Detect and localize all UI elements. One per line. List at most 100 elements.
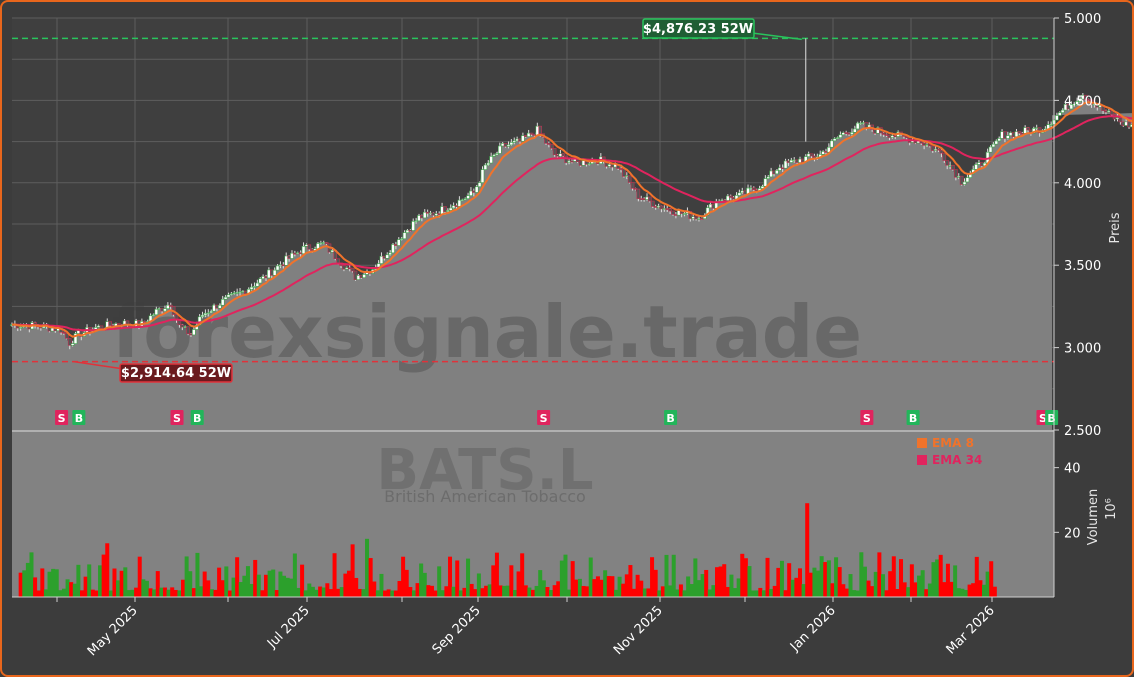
candle [434, 213, 439, 216]
volume-bar [700, 574, 705, 597]
low-52w-badge [119, 363, 233, 383]
candle [304, 244, 309, 247]
candle [223, 296, 228, 300]
volume-bar [455, 560, 460, 597]
volume-bar [339, 587, 344, 597]
candle [1060, 109, 1065, 113]
volume-bar [606, 576, 611, 597]
volume-bar [992, 586, 997, 597]
volume-bar [830, 583, 835, 597]
volume-bar [902, 582, 907, 597]
volume-bar [419, 563, 424, 597]
legend-label: EMA 34 [932, 453, 982, 467]
candle [301, 246, 306, 254]
candle [379, 255, 384, 264]
volume-bar [411, 590, 416, 597]
volume-bar [909, 564, 914, 597]
volume-bar [426, 585, 431, 597]
volume-bar [678, 584, 683, 597]
volume-bar [408, 587, 413, 597]
candle [1049, 123, 1053, 126]
signal-label: B [75, 412, 83, 425]
candle [431, 212, 436, 216]
volume-bar [61, 588, 66, 597]
candle [382, 255, 387, 259]
candle [515, 138, 519, 142]
volume-bar [256, 574, 261, 597]
volume-bar [98, 565, 103, 597]
candle [630, 182, 635, 189]
volume-bar [386, 589, 391, 597]
volume-bar [765, 557, 770, 597]
volume-bar [729, 574, 734, 597]
watermark: forexsignale.trade [112, 290, 862, 374]
candle [345, 267, 349, 270]
volume-bar [137, 556, 142, 597]
candle [737, 192, 742, 196]
volume-bar [642, 588, 647, 597]
volume-bar [718, 566, 723, 597]
volume-bar [693, 558, 698, 597]
candle [792, 159, 797, 162]
candle [1115, 117, 1120, 120]
candle [726, 195, 730, 201]
volume-bar [184, 556, 189, 597]
volume-bar [877, 552, 882, 597]
volume-bar [36, 590, 41, 597]
candle [388, 252, 392, 256]
volume-bar [816, 570, 821, 597]
volume-bar [801, 584, 806, 597]
candle [483, 164, 488, 170]
volume-bar [570, 561, 575, 597]
candle [965, 177, 970, 183]
volume-bar [906, 587, 911, 597]
candle [636, 188, 641, 199]
candle [425, 211, 430, 214]
candle [688, 210, 693, 219]
volume-bar [653, 569, 658, 597]
candle [838, 134, 843, 138]
volume-bar [354, 577, 359, 597]
volume-bar [960, 588, 965, 597]
volume-bar [891, 556, 896, 597]
volume-bar [592, 579, 597, 597]
candle [67, 338, 72, 346]
volume-bar [379, 573, 384, 597]
volume-bar [235, 557, 240, 597]
signal-label: S [173, 412, 181, 425]
volume-bar [325, 583, 330, 597]
candle [864, 122, 869, 128]
volume-bar [473, 589, 478, 597]
candle [1078, 98, 1082, 102]
candle [835, 137, 840, 139]
candle [353, 270, 358, 280]
candle [674, 214, 678, 216]
signal-label: B [193, 412, 201, 425]
candle [627, 175, 632, 183]
candle [639, 198, 644, 200]
candle [939, 149, 944, 154]
candle [157, 308, 162, 310]
candle [650, 200, 655, 207]
volume-bar [162, 587, 167, 597]
volume-bar [794, 577, 799, 597]
volume-bar [310, 586, 315, 597]
volume-bar [880, 574, 885, 597]
candle [272, 269, 277, 276]
candle [668, 208, 672, 212]
candle [287, 255, 291, 259]
signal-label: S [58, 412, 66, 425]
candle [558, 153, 563, 157]
candle [394, 244, 398, 246]
volume-bar [65, 579, 70, 597]
candle [180, 324, 185, 328]
candle [656, 205, 661, 208]
candle [731, 197, 736, 200]
volume-bar [159, 587, 164, 597]
volume-bar [866, 580, 871, 597]
volume-bar [603, 570, 608, 597]
candle [183, 326, 187, 328]
candle [570, 160, 574, 163]
candle [116, 323, 121, 326]
